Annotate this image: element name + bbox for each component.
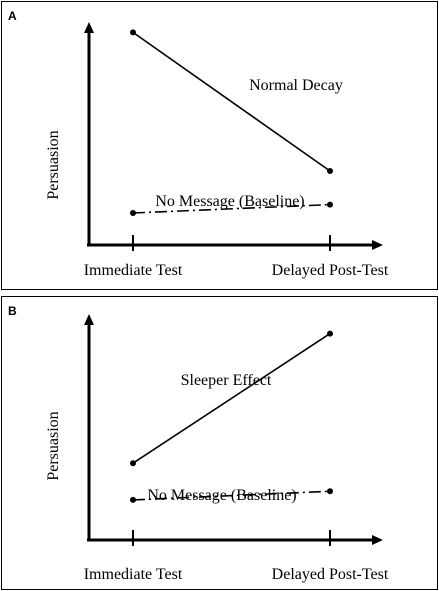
panel-b-series-line-2: [132, 490, 331, 501]
panel-b-series-2-point-2: [327, 488, 333, 495]
panel-a-x-axis-arrow: [372, 240, 383, 250]
panel-b-series-1-point-1: [130, 460, 136, 467]
panel-b-series-2-point-1: [130, 496, 136, 503]
panel-a-letter: A: [8, 9, 17, 23]
panel-a-series-line-2: [132, 203, 331, 214]
panel-a: A Persuasion Immediate Test Delayed Post-…: [1, 1, 438, 290]
panel-a-series-1-point-2: [327, 168, 333, 174]
panel-a-y-axis-label: Persuasion: [45, 130, 62, 199]
panel-a-x-tick-label-1: Immediate Test: [84, 262, 183, 279]
panel-b-x-axis-arrow: [372, 535, 383, 545]
panel-a-plot-area: Immediate Test Delayed Post-Test Normal De…: [84, 29, 389, 279]
panel-b-x-tick-label-2: Delayed Post-Test: [272, 566, 389, 583]
panel-b-series-line-1: [132, 332, 331, 464]
panel-b-y-axis-label: Persuasion: [45, 411, 62, 480]
panel-b-series-label-1: Sleeper Effect: [181, 372, 272, 389]
panel-b-frame: [1, 296, 438, 590]
panel-b-series-label-2: No Message (Baseline): [147, 487, 296, 504]
panel-b: B Persuasion Immediate Test Delayed Post-…: [1, 296, 438, 590]
panel-a-series-label-2: No Message (Baseline): [155, 193, 304, 210]
panel-a-series-2-point-2: [327, 201, 333, 208]
panel-b-letter: B: [8, 304, 17, 318]
panel-a-series-label-1: Normal Decay: [249, 77, 343, 94]
panel-a-series-1-point-1: [130, 29, 136, 36]
panel-a-y-axis-arrow: [84, 22, 94, 33]
panel-a-x-tick-label-2: Delayed Post-Test: [272, 262, 389, 279]
panel-a-frame: [1, 1, 438, 290]
panel-a-series-line-1: [132, 31, 331, 172]
panel-a-series-2-point-1: [130, 210, 136, 216]
panel-b-plot-area: Immediate Test Delayed Post-Test Sleeper E…: [84, 330, 389, 583]
panel-b-y-axis-arrow: [84, 314, 94, 325]
panel-b-x-tick-label-1: Immediate Test: [84, 566, 183, 583]
panel-b-series-1-point-2: [327, 330, 333, 337]
